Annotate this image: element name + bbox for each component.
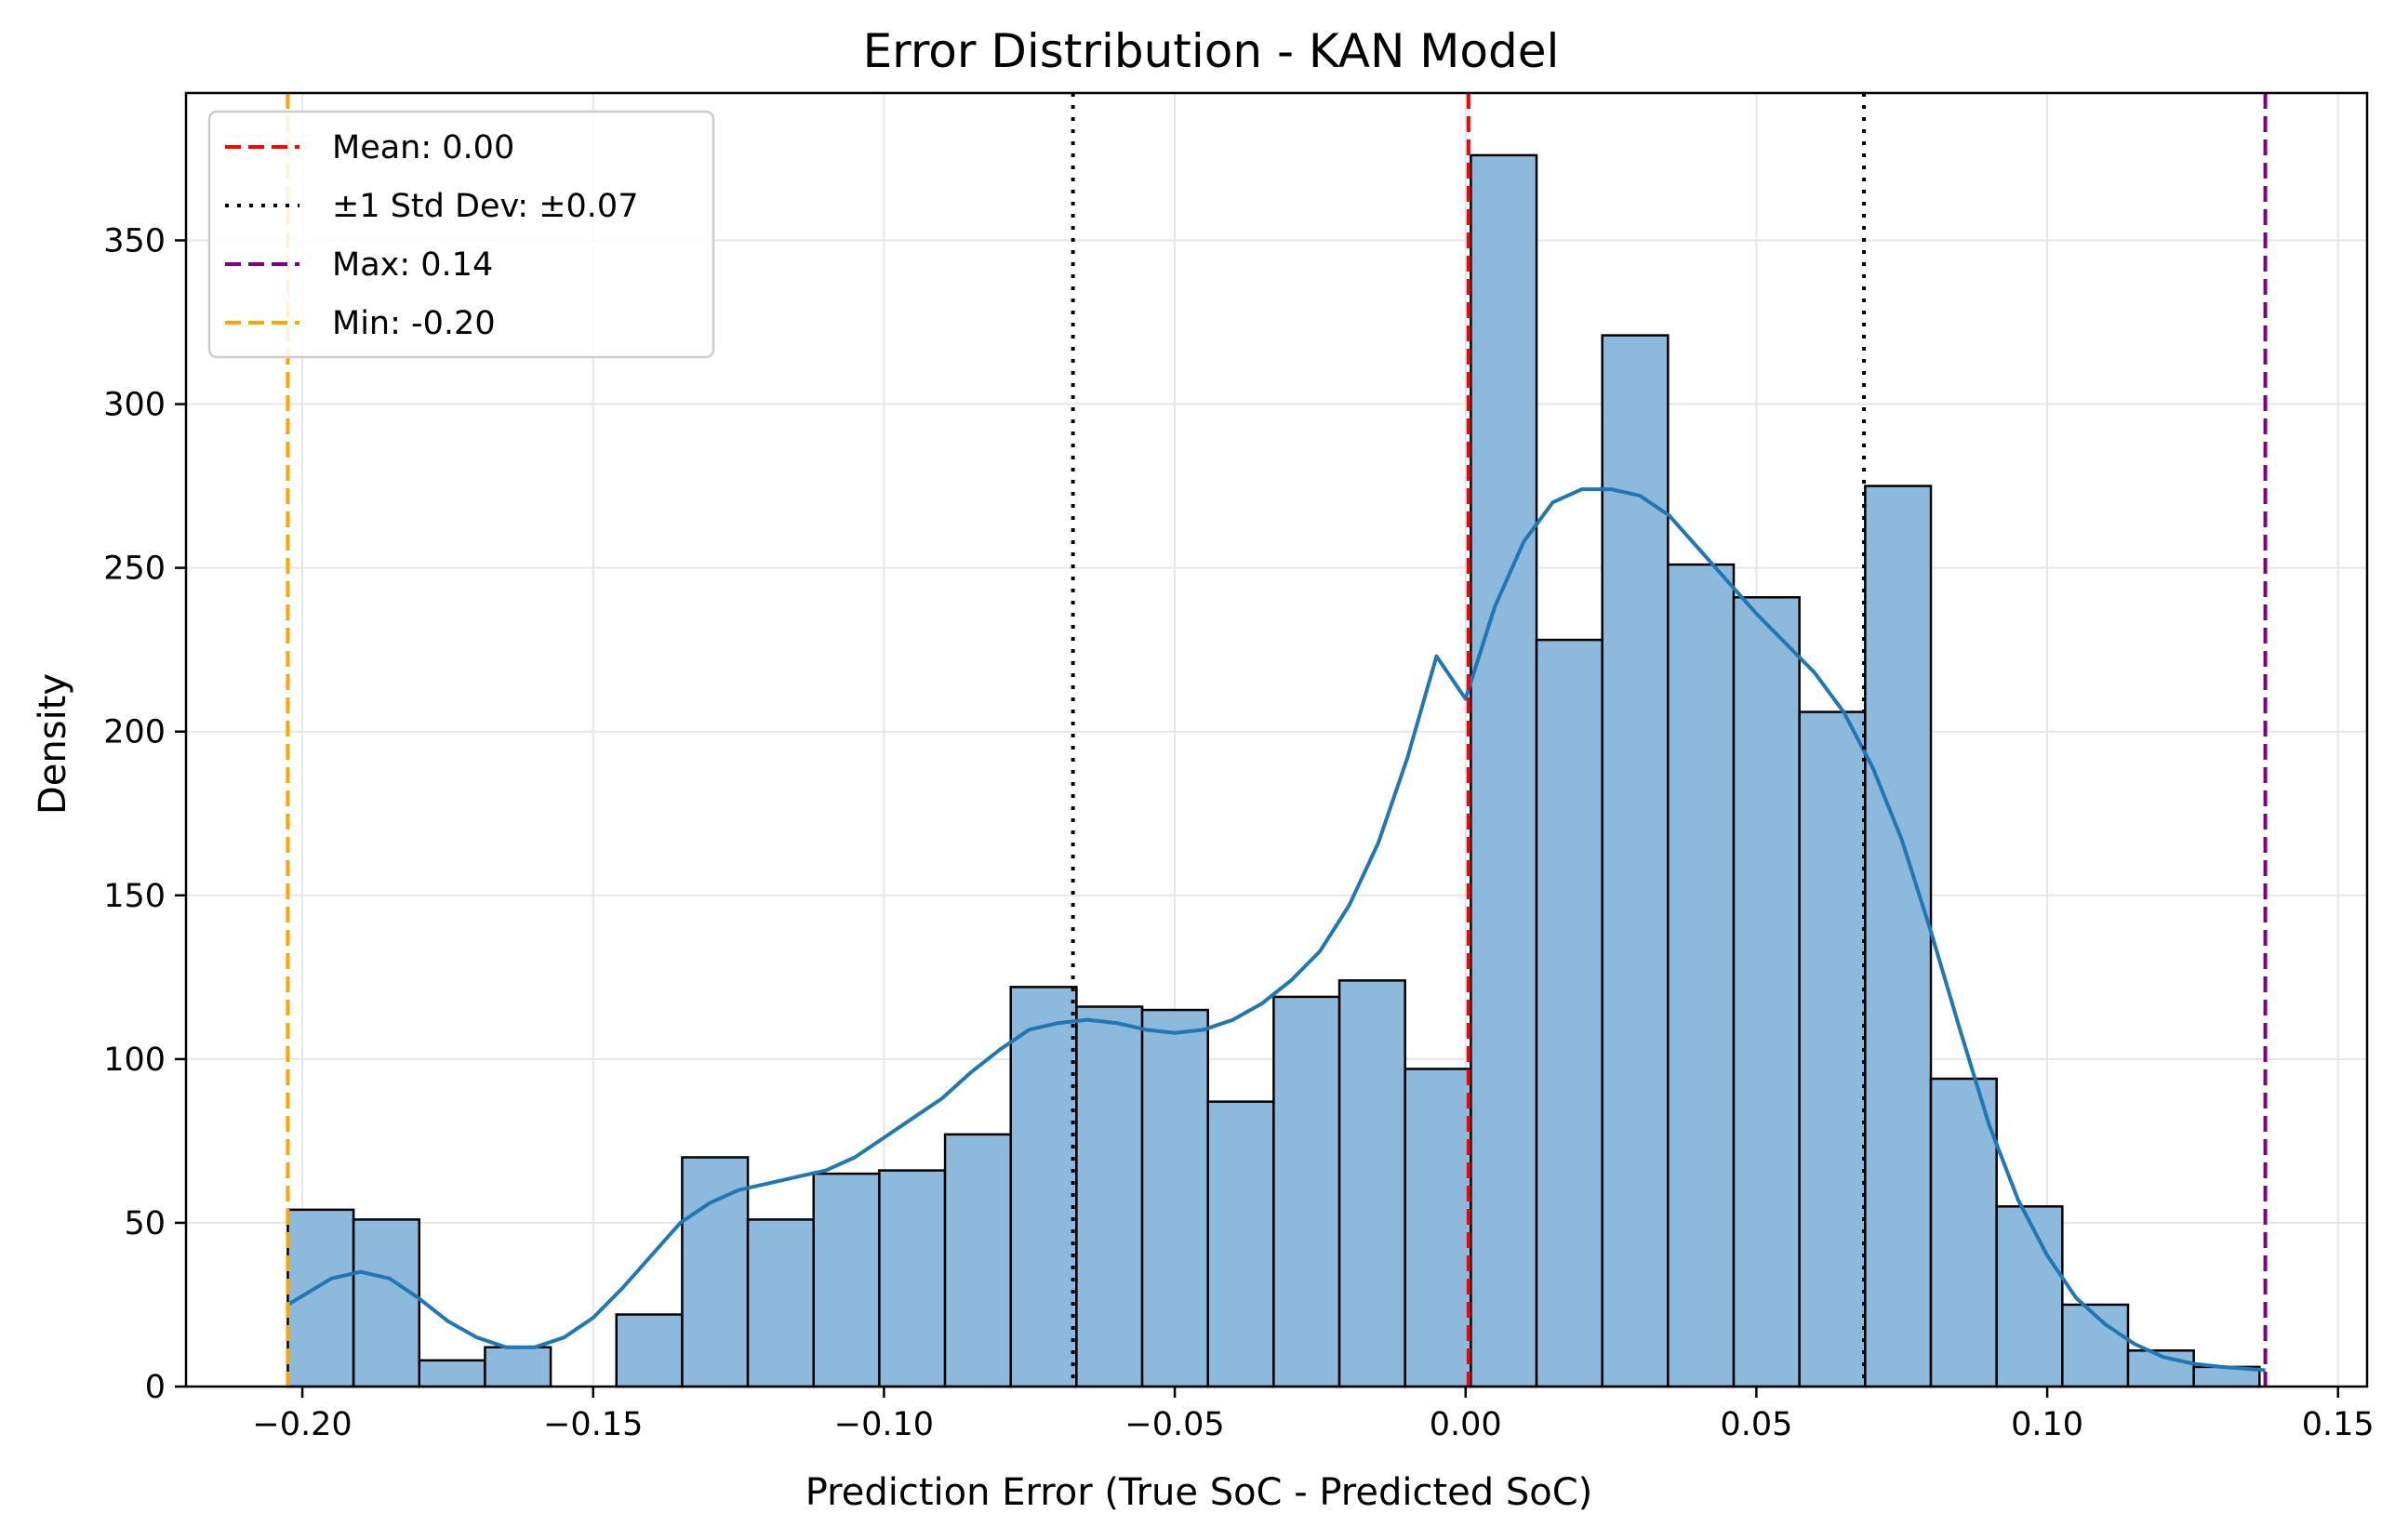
y-tick-label: 300 bbox=[103, 387, 166, 424]
histogram-bar bbox=[1667, 563, 1736, 1388]
y-tick-label: 200 bbox=[103, 714, 166, 751]
x-tick-label: 0.15 bbox=[2302, 1406, 2375, 1443]
histogram-bar bbox=[1272, 995, 1341, 1388]
chart-title: Error Distribution - KAN Model bbox=[863, 24, 1560, 78]
histogram-bar bbox=[1206, 1100, 1275, 1388]
histogram-bar bbox=[1864, 485, 1933, 1388]
y-tick-label: 250 bbox=[103, 551, 166, 588]
histogram-bar bbox=[1535, 638, 1603, 1388]
histogram-bar bbox=[1798, 710, 1867, 1388]
histogram-bar bbox=[1732, 596, 1801, 1388]
x-tick-label: −0.20 bbox=[252, 1406, 352, 1443]
histogram-bar bbox=[1404, 1068, 1472, 1388]
histogram-bar bbox=[746, 1218, 815, 1388]
x-axis-label: Prediction Error (True SoC - Predicted S… bbox=[805, 1471, 1592, 1514]
y-tick-label: 350 bbox=[103, 222, 166, 259]
bar-layer bbox=[286, 153, 2261, 1388]
x-tick-label: 0.05 bbox=[1720, 1406, 1792, 1443]
plot-frame bbox=[184, 91, 2369, 1388]
y-tick-label: 0 bbox=[145, 1369, 166, 1406]
legend-box bbox=[207, 110, 715, 359]
histogram-bar bbox=[1075, 1005, 1144, 1388]
histogram-bar bbox=[943, 1133, 1012, 1388]
x-tick-label: −0.15 bbox=[543, 1406, 643, 1443]
x-tick-label: 0.10 bbox=[2011, 1406, 2083, 1443]
legend-item-max-label: Max: 0.14 bbox=[332, 246, 493, 284]
histogram-bar bbox=[1009, 986, 1078, 1388]
histogram-bar bbox=[1337, 979, 1406, 1388]
histogram-bar bbox=[352, 1218, 421, 1388]
histogram-bar bbox=[1140, 1008, 1209, 1388]
y-axis-label: Density bbox=[32, 673, 74, 815]
y-tick-label: 100 bbox=[103, 1042, 166, 1079]
kde-layer bbox=[286, 487, 2266, 1373]
legend-item-std-dev-label: ±1 Std Dev: ±0.07 bbox=[332, 188, 638, 225]
histogram-bar bbox=[812, 1172, 881, 1388]
x-tick-label: −0.10 bbox=[834, 1406, 934, 1443]
legend: Mean: 0.00 ±1 Std Dev: ±0.07 Max: 0.14 Min:… bbox=[207, 110, 715, 359]
legend-item-mean-label: Mean: 0.00 bbox=[332, 129, 514, 166]
kde-curve bbox=[286, 487, 2266, 1373]
histogram-bar bbox=[1601, 334, 1670, 1388]
histogram-bar bbox=[615, 1313, 684, 1388]
tick-layer: −0.20 −0.15 −0.10 −0.05 0.00 0.05 0.10 0.15 0 50 1… bbox=[103, 222, 2375, 1443]
x-tick-label: 0.00 bbox=[1430, 1406, 1502, 1443]
x-tick-label: −0.05 bbox=[1124, 1406, 1224, 1443]
y-tick-label: 50 bbox=[124, 1205, 166, 1242]
histogram-bar bbox=[484, 1346, 552, 1388]
histogram-bar bbox=[1470, 153, 1538, 1388]
histogram-bar bbox=[1995, 1205, 2064, 1388]
histogram-bar bbox=[1929, 1077, 1998, 1388]
legend-item-min-label: Min: -0.20 bbox=[332, 305, 496, 342]
histogram-bar bbox=[418, 1359, 486, 1388]
histogram-bar bbox=[878, 1169, 947, 1388]
histogram-bar bbox=[2061, 1303, 2130, 1388]
y-tick-label: 150 bbox=[103, 878, 166, 915]
